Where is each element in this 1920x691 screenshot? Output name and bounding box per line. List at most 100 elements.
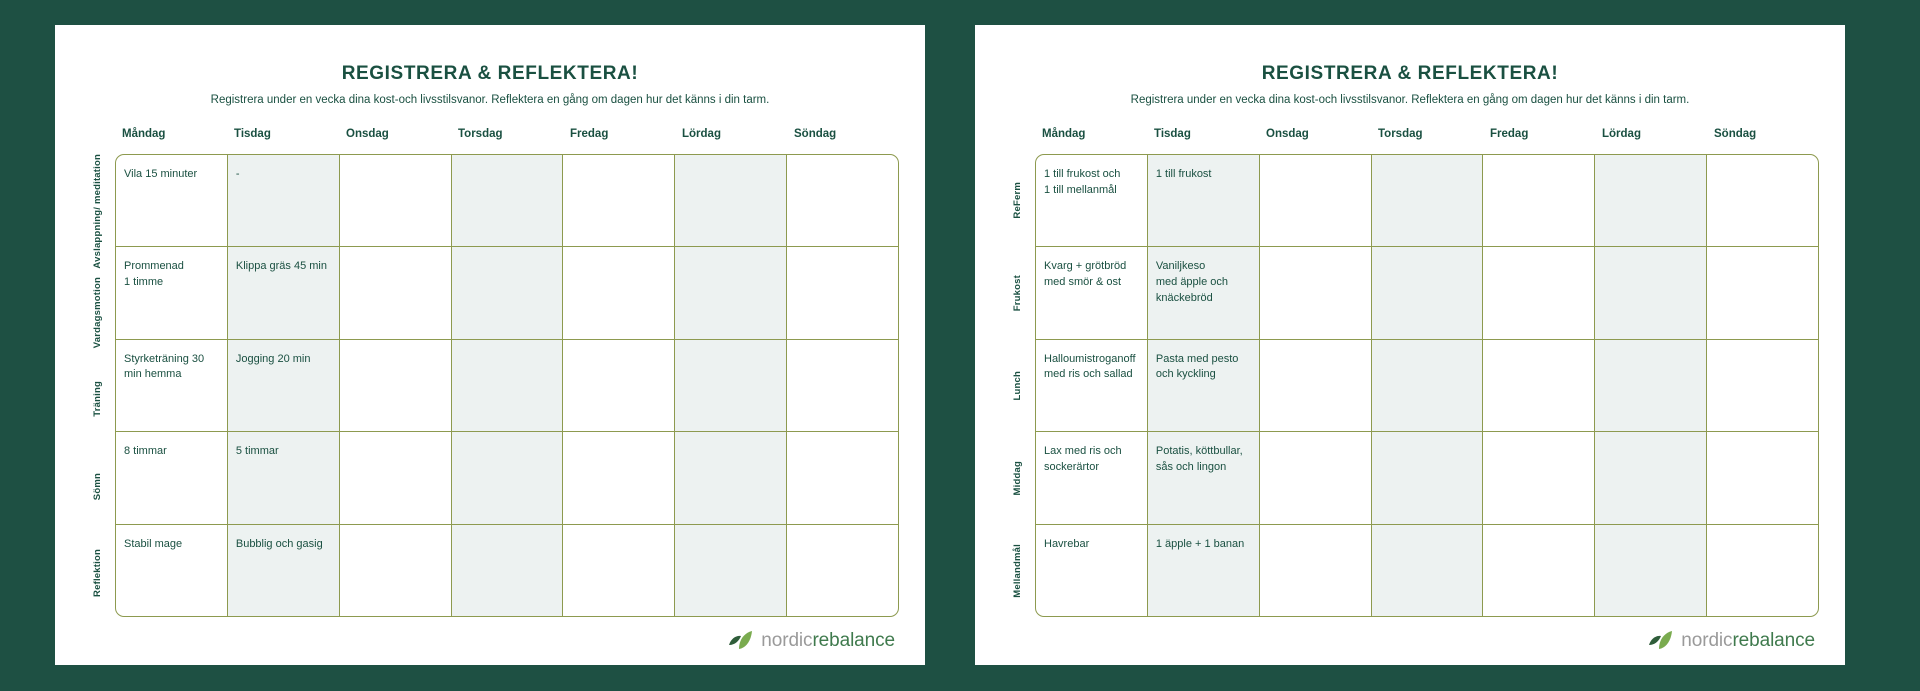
table-cell[interactable]	[1483, 339, 1596, 432]
table-cell[interactable]	[1595, 339, 1708, 432]
table-cell[interactable]: Pasta med pesto och kyckling	[1147, 339, 1260, 432]
table-cell[interactable]	[787, 525, 898, 616]
table-cell[interactable]	[563, 432, 676, 524]
grid-wrapper: Avslappning/ meditation Vardagsmotion Trän…	[81, 128, 899, 617]
worksheet-container: REGISTRERA & REFLEKTERA! Registrera unde…	[55, 25, 1845, 665]
table-cell[interactable]: 8 timmar	[116, 432, 228, 524]
day-header-5: Lördag	[1602, 128, 1641, 140]
row-label-column: ReFerm Frukost Lunch Middag Mellandmål	[1001, 128, 1035, 617]
brand-logo: nordicrebalance	[728, 630, 895, 652]
table-cell[interactable]: -	[227, 155, 340, 247]
table-cell[interactable]: Lax med ris och sockerärtor	[1036, 432, 1148, 524]
table-cell[interactable]	[340, 247, 452, 339]
table-cell[interactable]	[1260, 524, 1372, 616]
table-cell[interactable]	[1595, 432, 1708, 524]
table-cell[interactable]	[563, 247, 676, 339]
table-cell[interactable]	[563, 155, 676, 247]
table-cell[interactable]: Vila 15 minuter	[116, 155, 228, 247]
table-cell[interactable]	[1483, 524, 1596, 616]
logo-text-rebalance: rebalance	[812, 630, 895, 651]
table-cell[interactable]	[1260, 247, 1372, 339]
row-label: Frukost	[1001, 247, 1035, 340]
table-cell[interactable]	[1595, 524, 1708, 616]
row-label: Vardagsmotion	[81, 269, 115, 356]
table-cell[interactable]	[1707, 432, 1818, 523]
row-label: Reflektion	[81, 530, 115, 617]
day-header-4: Fredag	[570, 128, 609, 140]
table-cell[interactable]	[1371, 524, 1484, 616]
table-cell[interactable]: Vaniljkeso med äpple och knäckebröd	[1147, 247, 1260, 339]
row-label-text: Sömn	[92, 472, 104, 500]
row-label-text: Middag	[1012, 460, 1024, 496]
table-cell[interactable]	[451, 432, 564, 524]
table-cell[interactable]: 5 timmar	[227, 432, 340, 524]
table-cell[interactable]	[787, 432, 898, 523]
table-cell[interactable]	[675, 432, 788, 524]
table-cell[interactable]	[1707, 340, 1818, 431]
table-cell[interactable]	[1371, 155, 1484, 247]
table-cell[interactable]	[451, 339, 564, 432]
table-cell[interactable]: Halloumistroganoff med ris och sallad	[1036, 339, 1148, 432]
table-cell[interactable]	[451, 155, 564, 247]
table-cell[interactable]	[675, 155, 788, 247]
table-cell[interactable]	[451, 524, 564, 616]
table-cell[interactable]	[1595, 247, 1708, 339]
table-cell[interactable]	[675, 524, 788, 616]
table-cell[interactable]	[787, 340, 898, 431]
table-cell[interactable]	[1260, 339, 1372, 432]
table-cell[interactable]: Kvarg + grötbröd med smör & ost	[1036, 247, 1148, 339]
row-label-text: ReFerm	[1012, 182, 1024, 219]
table-cell[interactable]: Potatis, köttbullar, sås och lingon	[1147, 432, 1260, 524]
worksheet-sheet: REGISTRERA & REFLEKTERA! Registrera unde…	[55, 25, 925, 665]
page-subtitle: Registrera under en vecka dina kost-och …	[210, 94, 770, 106]
table-cell[interactable]	[1483, 432, 1596, 524]
logo-wordmark: nordicrebalance	[1681, 630, 1815, 652]
row-label: Mellandmål	[1001, 524, 1035, 617]
sheet-footer: nordicrebalance	[81, 617, 899, 665]
table-cell[interactable]	[1260, 155, 1372, 247]
table-cell[interactable]	[563, 524, 676, 616]
table-cell[interactable]	[1260, 432, 1372, 524]
table-cell[interactable]: Styrketräning 30 min hemma	[116, 339, 228, 432]
table-cell[interactable]	[1707, 525, 1818, 616]
table-cell[interactable]	[563, 339, 676, 432]
table-cell[interactable]: Bubblig och gasig	[227, 524, 340, 616]
table-cell[interactable]: 1 till frukost och 1 till mellanmål	[1036, 155, 1148, 247]
table-cell[interactable]	[1707, 155, 1818, 246]
day-header-3: Torsdag	[458, 128, 503, 140]
table-cell[interactable]	[1483, 247, 1596, 339]
day-header-2: Onsdag	[1266, 128, 1309, 140]
table-cell[interactable]	[1371, 339, 1484, 432]
page-title: REGISTRERA & REFLEKTERA!	[341, 63, 639, 84]
row-label-text: Reflektion	[92, 549, 104, 598]
table-cell[interactable]	[675, 339, 788, 432]
table-column: Måndag Tisdag Onsdag Torsdag Fredag Lördag Sön…	[115, 128, 899, 617]
day-header-6: Söndag	[1714, 128, 1757, 140]
table-cell[interactable]	[340, 432, 452, 524]
table-cell[interactable]	[340, 524, 452, 616]
table-cell[interactable]	[787, 247, 898, 338]
table-cell[interactable]	[787, 155, 898, 246]
table-cell[interactable]	[340, 155, 452, 247]
row-label: Sömn	[81, 443, 115, 530]
table-cell[interactable]: Stabil mage	[116, 524, 228, 616]
table-cell[interactable]	[340, 339, 452, 432]
table-cell[interactable]: 1 till frukost	[1147, 155, 1260, 247]
table-row: Styrketräning 30 min hemma Jogging 20 min	[116, 339, 898, 433]
table-cell[interactable]: Jogging 20 min	[227, 339, 340, 432]
table-row: 8 timmar 5 timmar	[116, 432, 898, 525]
page-subtitle: Registrera under en vecka dina kost-och …	[1130, 94, 1690, 106]
table-cell[interactable]: Klippa gräs 45 min	[227, 247, 340, 339]
table-cell[interactable]	[1371, 432, 1484, 524]
table-cell[interactable]	[1371, 247, 1484, 339]
table-cell[interactable]: Prommenad 1 timme	[116, 247, 228, 339]
table-cell[interactable]	[451, 247, 564, 339]
table-cell[interactable]	[1595, 155, 1708, 247]
day-header-3: Torsdag	[1378, 128, 1423, 140]
table-cell[interactable]	[1707, 247, 1818, 338]
table-cell[interactable]	[1483, 155, 1596, 247]
table-cell[interactable]: 1 äpple + 1 banan	[1147, 524, 1260, 616]
table-cell[interactable]	[675, 247, 788, 339]
table-cell[interactable]: Havrebar	[1036, 524, 1148, 616]
leaf-icon	[1649, 631, 1673, 649]
